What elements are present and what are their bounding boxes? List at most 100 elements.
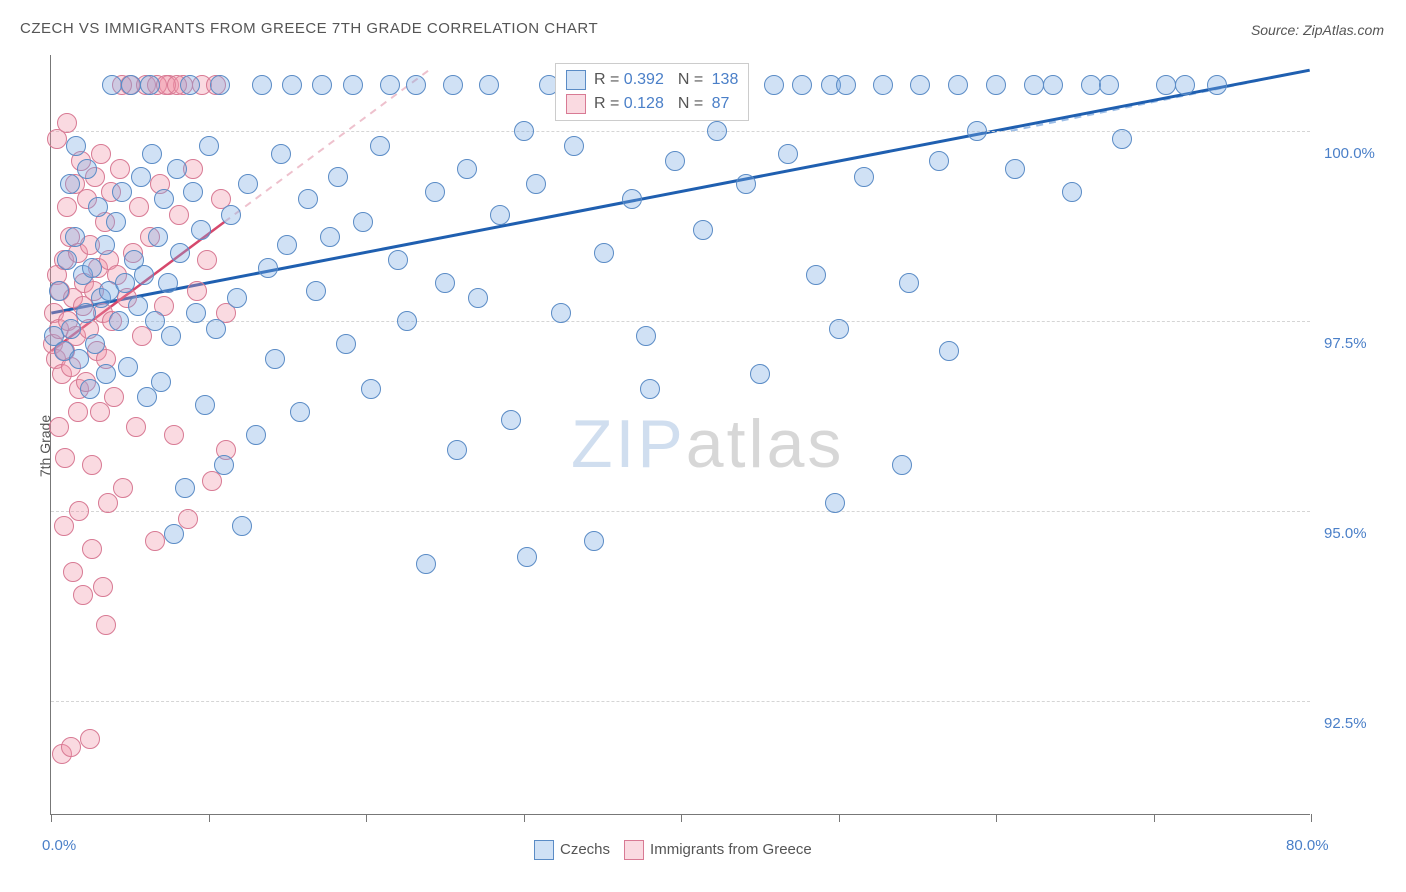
data-point [693,220,713,240]
data-point [82,455,102,475]
data-point [764,75,784,95]
x-tick-label: 80.0% [1286,837,1329,854]
data-point [82,258,102,278]
data-point [98,493,118,513]
legend-swatch [534,840,554,860]
data-point [1081,75,1101,95]
data-point [343,75,363,95]
data-point [191,220,211,240]
data-point [232,516,252,536]
data-point [69,349,89,369]
data-point [490,205,510,225]
data-point [320,227,340,247]
data-point [435,273,455,293]
data-point [115,273,135,293]
legend-label: Czechs [560,841,610,858]
data-point [80,379,100,399]
data-point [76,303,96,323]
data-point [96,364,116,384]
data-point [1024,75,1044,95]
data-point [1112,129,1132,149]
stats-legend-row: R = 0.128N = 87 [566,92,738,116]
y-tick-label: 92.5% [1324,715,1367,732]
data-point [370,136,390,156]
data-point [118,357,138,377]
data-point [854,167,874,187]
legend-swatch [566,70,586,90]
data-point [312,75,332,95]
stats-legend: R = 0.392N = 138R = 0.128N = 87 [555,63,749,121]
data-point [57,113,77,133]
x-tick [524,814,525,822]
data-point [54,516,74,536]
data-point [899,273,919,293]
data-point [126,417,146,437]
data-point [129,197,149,217]
data-point [142,144,162,164]
data-point [80,729,100,749]
data-point [199,136,219,156]
data-point [221,205,241,225]
data-point [88,197,108,217]
data-point [131,167,151,187]
data-point [514,121,534,141]
data-point [60,174,80,194]
data-point [55,448,75,468]
data-point [1156,75,1176,95]
data-point [102,75,122,95]
data-point [892,455,912,475]
data-point [416,554,436,574]
data-point [195,395,215,415]
chart-title: CZECH VS IMMIGRANTS FROM GREECE 7TH GRAD… [20,20,598,37]
data-point [564,136,584,156]
data-point [175,478,195,498]
stat-r-value: 0.128 [624,95,664,112]
data-point [238,174,258,194]
data-point [380,75,400,95]
data-point [96,615,116,635]
data-point [328,167,348,187]
x-tick [209,814,210,822]
data-point [778,144,798,164]
data-point [154,189,174,209]
watermark-atlas: atlas [686,406,845,482]
source-label: Source: ZipAtlas.com [1251,22,1384,38]
data-point [948,75,968,95]
data-point [90,402,110,422]
data-point [836,75,856,95]
data-point [68,402,88,422]
data-point [1175,75,1195,95]
plot-area: ZIPatlas [50,55,1310,815]
data-point [128,296,148,316]
data-point [594,243,614,263]
data-point [468,288,488,308]
data-point [1043,75,1063,95]
data-point [306,281,326,301]
legend-label: Immigrants from Greece [650,841,812,858]
data-point [121,75,141,95]
data-point [145,531,165,551]
data-point [137,387,157,407]
data-point [169,205,189,225]
x-tick [366,814,367,822]
data-point [206,319,226,339]
data-point [140,75,160,95]
data-point [134,265,154,285]
data-point [929,151,949,171]
gridline [51,511,1310,512]
data-point [180,75,200,95]
data-point [65,227,85,247]
data-point [61,737,81,757]
data-point [479,75,499,95]
data-point [622,189,642,209]
data-point [69,501,89,521]
data-point [1005,159,1025,179]
data-point [167,159,187,179]
data-point [447,440,467,460]
data-point [258,258,278,278]
stat-n-label: N = [678,71,708,88]
data-point [252,75,272,95]
data-point [164,425,184,445]
data-point [161,326,181,346]
stats-legend-row: R = 0.392N = 138 [566,68,738,92]
